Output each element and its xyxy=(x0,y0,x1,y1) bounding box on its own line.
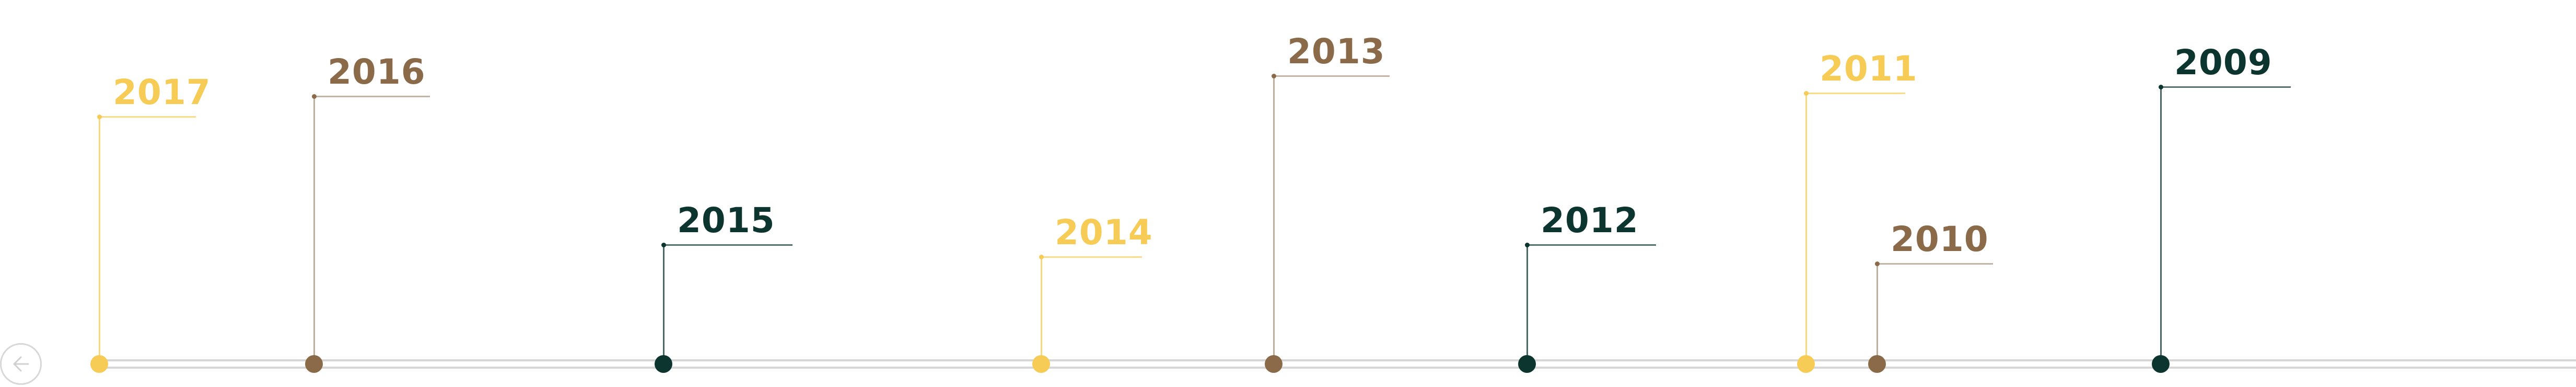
milestone-flag-line xyxy=(1274,75,1390,77)
milestone-node[interactable] xyxy=(1797,355,1815,373)
milestone-flag-line xyxy=(99,116,196,118)
milestone-year-label[interactable]: 2015 xyxy=(677,200,775,241)
milestone-flag-dot xyxy=(1272,74,1276,78)
milestone-flag-line xyxy=(1877,263,1993,265)
prev-button[interactable] xyxy=(0,343,42,385)
milestone-flag-line xyxy=(314,96,430,97)
milestone-year-label[interactable]: 2017 xyxy=(113,72,211,112)
milestone-flag-dot xyxy=(1039,255,1044,259)
milestone-flag-dot xyxy=(1525,243,1530,247)
milestone-node[interactable] xyxy=(655,355,672,373)
milestone-year-label[interactable]: 2012 xyxy=(1541,200,1639,241)
milestone-flag-dot xyxy=(1804,91,1809,96)
milestone-stem xyxy=(1876,263,1878,364)
milestone-flag-dot xyxy=(97,115,102,119)
milestone-year-label[interactable]: 2013 xyxy=(1287,31,1385,72)
milestone-stem xyxy=(1805,93,1807,364)
milestone-node[interactable] xyxy=(1032,355,1050,373)
milestone-year-label[interactable]: 2010 xyxy=(1891,219,1989,259)
milestone-flag-line xyxy=(2161,86,2291,88)
milestone-stem xyxy=(1526,244,1528,364)
milestone-node[interactable] xyxy=(1265,355,1283,373)
milestone-node[interactable] xyxy=(90,355,108,373)
milestone-flag-line xyxy=(1806,93,1905,94)
milestone-stem xyxy=(313,96,315,364)
milestone-node[interactable] xyxy=(1518,355,1536,373)
milestone-flag-dot xyxy=(661,243,666,247)
timeline-track xyxy=(99,359,2576,369)
milestone-flag-line xyxy=(1041,256,1142,258)
milestone-node[interactable] xyxy=(2152,355,2170,373)
milestone-flag-dot xyxy=(312,94,317,99)
milestone-year-label[interactable]: 2011 xyxy=(1820,49,1918,89)
milestone-stem xyxy=(99,116,100,364)
arrow-left-icon xyxy=(13,356,29,372)
milestone-stem xyxy=(1273,75,1275,364)
milestone-flag-line xyxy=(1527,244,1656,246)
milestone-flag-line xyxy=(663,244,792,246)
milestone-stem xyxy=(1041,256,1042,364)
milestone-year-label[interactable]: 2009 xyxy=(2174,42,2272,83)
milestone-node[interactable] xyxy=(305,355,323,373)
milestone-flag-dot xyxy=(1875,261,1880,266)
milestone-stem xyxy=(663,244,665,364)
milestone-flag-dot xyxy=(2159,85,2163,89)
milestone-year-label[interactable]: 2014 xyxy=(1055,212,1153,253)
milestone-stem xyxy=(2160,86,2162,364)
milestone-year-label[interactable]: 2016 xyxy=(328,52,426,92)
milestone-node[interactable] xyxy=(1868,355,1886,373)
